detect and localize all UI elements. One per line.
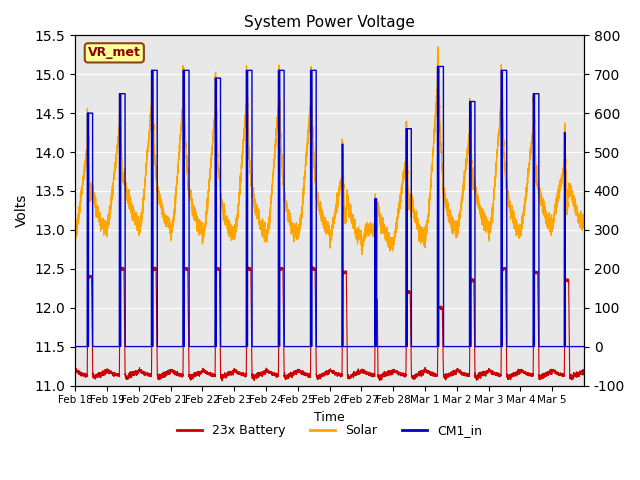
Solar (89, 189, 97, 195)
23x Battery (580, 371, 588, 377)
X-axis label: Time: Time (314, 411, 345, 424)
Y-axis label: Volts: Volts (15, 194, 29, 227)
CM1_in (71, 344, 79, 349)
CM1_in (434, 63, 442, 69)
CM1_in (89, 344, 97, 349)
23x Battery (228, 370, 236, 375)
Solar (228, 225, 236, 231)
23x Battery (454, 367, 461, 373)
Solar (515, 236, 523, 241)
Solar (372, 263, 380, 269)
23x Battery (515, 370, 523, 376)
Line: CM1_in: CM1_in (75, 66, 584, 347)
Solar (454, 225, 461, 230)
Solar (71, 238, 79, 243)
23x Battery (89, 372, 97, 378)
23x Battery (218, 378, 226, 384)
CM1_in (454, 344, 461, 349)
Title: System Power Voltage: System Power Voltage (244, 15, 415, 30)
Line: Solar: Solar (75, 47, 584, 266)
CM1_in (300, 344, 307, 349)
23x Battery (71, 367, 79, 373)
CM1_in (203, 344, 211, 349)
CM1_in (228, 344, 236, 349)
Solar (300, 190, 307, 195)
Line: 23x Battery: 23x Battery (75, 267, 584, 381)
CM1_in (515, 344, 523, 349)
CM1_in (580, 344, 588, 349)
23x Battery (300, 371, 307, 376)
Legend: 23x Battery, Solar, CM1_in: 23x Battery, Solar, CM1_in (172, 420, 487, 442)
Solar (434, 44, 442, 49)
Solar (203, 205, 211, 211)
Solar (580, 216, 588, 222)
Text: VR_met: VR_met (88, 47, 141, 60)
23x Battery (180, 264, 188, 270)
23x Battery (204, 371, 211, 376)
